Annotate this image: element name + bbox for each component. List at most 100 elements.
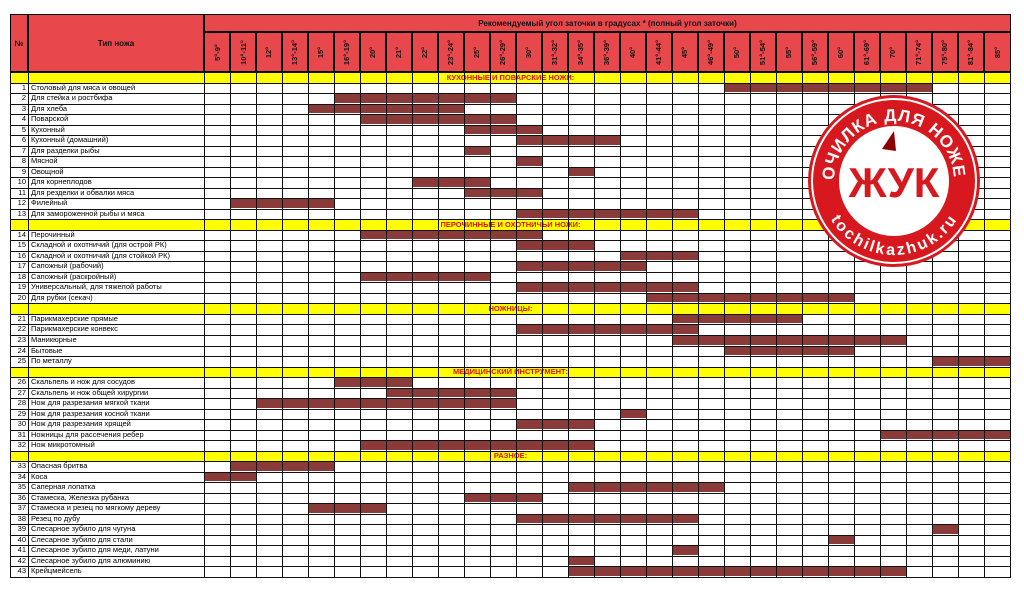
row-number: 37: [17, 503, 26, 513]
angle-header-cell: 21°: [386, 32, 412, 72]
grid-line: [360, 72, 361, 577]
angle-label: 16°-19°: [342, 39, 352, 65]
angle-header-cell: 30°: [516, 32, 542, 72]
grid-line: [10, 419, 1011, 420]
grid-line: [542, 72, 543, 577]
grid-line: [620, 72, 621, 577]
grid-line: [230, 72, 231, 577]
row-number: 9: [21, 166, 26, 176]
knife-type-name: Складной и охотничий (для острой РК): [31, 240, 167, 250]
angle-header-cell: 16°-19°: [334, 32, 360, 72]
knife-type-name: Кухонный (домашний): [31, 135, 109, 145]
knife-type-name: Нож для разрезания хрящей: [31, 419, 131, 429]
grid-line: [10, 135, 1011, 136]
row-number: 42: [17, 555, 26, 565]
grid-line: [10, 524, 1011, 525]
angle-header-cell: 20°: [360, 32, 386, 72]
grid-line: [10, 398, 1011, 399]
knife-type-name: Слесарное зубило для алюминию: [31, 555, 151, 565]
grid-line: [412, 72, 413, 577]
row-number: 40: [17, 534, 26, 544]
angle-header-cell: 23°-24°: [438, 32, 464, 72]
angle-header-cell: 55°: [776, 32, 802, 72]
grid-line: [568, 72, 569, 577]
grid-line: [828, 72, 829, 577]
knife-type-name: Саперная лопатка: [31, 482, 96, 492]
grid-line: [724, 72, 725, 577]
angle-label: 81°-84°: [966, 39, 976, 65]
grid-line: [10, 198, 1011, 199]
row-number: 39: [17, 524, 26, 534]
row-number: 16: [17, 250, 26, 260]
knife-type-name: Сапожный (рабочий): [31, 261, 104, 271]
grid-line: [10, 493, 1011, 494]
grid-line: [10, 93, 1011, 94]
grid-line: [282, 72, 283, 577]
grid-line: [672, 72, 673, 577]
angle-range-bar: [880, 430, 1010, 440]
knife-type-name: Для резделки и обвалки мяса: [31, 187, 135, 197]
knife-type-name: Складной и охотничий (для стойкой РК): [31, 250, 170, 260]
angle-range-bar: [464, 493, 542, 503]
angle-range-bar: [672, 314, 802, 324]
knife-type-name: Для корнеплодов: [31, 177, 92, 187]
angle-header-cell: 10°-11°: [230, 32, 256, 72]
row-number: 1: [21, 82, 26, 92]
grid-line: [10, 535, 1011, 536]
grid-line: [854, 72, 855, 577]
angle-range-bar: [828, 535, 854, 545]
angle-range-bar: [464, 146, 490, 156]
angle-label: 13°-14°: [290, 39, 300, 65]
grid-line: [10, 251, 1011, 252]
knife-type-name: Маникюрные: [31, 335, 77, 344]
row-number: 25: [17, 356, 26, 366]
row-number: 43: [17, 566, 26, 576]
angle-label: 12°: [264, 46, 274, 58]
row-number: 18: [17, 271, 26, 281]
grid-line: [438, 72, 439, 577]
angle-range-bar: [360, 441, 594, 450]
angle-range-bar: [334, 378, 412, 387]
angle-range-bar: [412, 178, 490, 187]
row-number: 38: [17, 513, 26, 523]
grid-line: [516, 72, 517, 577]
angle-header-cell: 31°-32°: [542, 32, 568, 72]
row-number: 5: [21, 124, 26, 134]
angle-table: № Тип ножа Рекомендуемый угол заточки в …: [10, 14, 1011, 579]
angle-range-bar: [516, 241, 594, 250]
angle-label: 56°-59°: [810, 39, 820, 65]
angle-label: 26°-29°: [498, 39, 508, 65]
row-number: 27: [17, 387, 26, 397]
row-number: 17: [17, 261, 26, 271]
grid-line: [776, 72, 777, 577]
grid-line: [10, 388, 1011, 389]
angle-header-cell: 81°-84°: [958, 32, 984, 72]
angle-label: 40°: [628, 46, 638, 58]
grid-line: [10, 240, 1011, 241]
angle-range-bar: [464, 125, 542, 135]
knife-type-name: Скальпель и нож общей хирургии: [31, 387, 149, 397]
angle-range-bar: [308, 504, 386, 513]
grid-line: [10, 577, 1011, 578]
angle-label: 20°: [368, 46, 378, 58]
row-number: 13: [17, 208, 26, 218]
row-number: 34: [17, 471, 26, 481]
angle-header-cell: 51°-54°: [750, 32, 776, 72]
angle-label: 41°-44°: [654, 39, 664, 65]
knife-type-name: Для замороженной рыбы и мяса: [31, 208, 145, 218]
grid-line: [10, 104, 1011, 105]
row-number: 3: [21, 103, 26, 113]
grid-line: [10, 556, 1011, 557]
angle-label: 15°: [316, 46, 326, 58]
section-band: НОЖНИЦЫ:: [10, 303, 1011, 314]
knife-type-name: Универсальный, для тяжелой работы: [31, 282, 162, 292]
angle-label: 75°-80°: [940, 39, 950, 65]
grid-line: [10, 83, 1011, 84]
knife-type-name: Филейный: [31, 198, 68, 208]
row-number: 29: [17, 408, 26, 418]
angle-label: 31°-32°: [550, 39, 560, 65]
row-number: 33: [17, 461, 26, 471]
angle-header-cell: 13°-14°: [282, 32, 308, 72]
row-number: 23: [17, 335, 26, 344]
angle-range-bar: [516, 262, 646, 271]
